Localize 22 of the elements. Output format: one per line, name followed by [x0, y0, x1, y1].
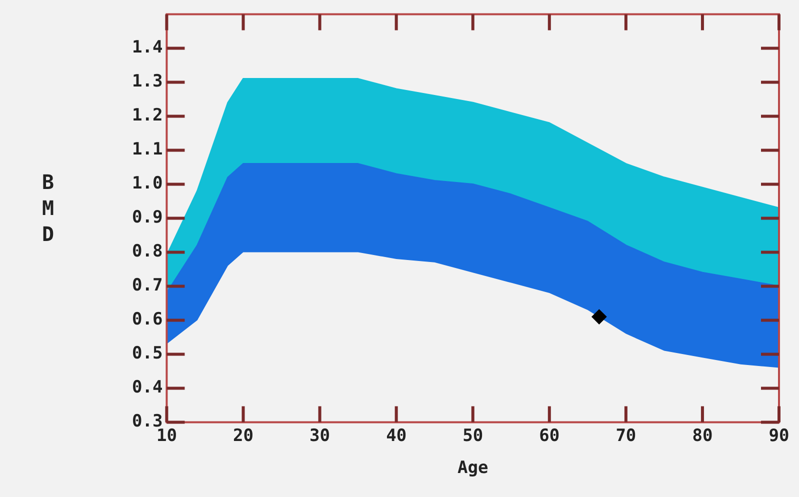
- x-tick-label: 90: [768, 426, 790, 446]
- x-tick-label: 70: [616, 426, 636, 446]
- x-tick-label: 30: [310, 426, 330, 446]
- y-tick-label: 0.9: [132, 208, 163, 228]
- x-tick-label: 10: [156, 426, 177, 446]
- x-tick-label: 50: [462, 426, 484, 446]
- y-tick-label: 1.4: [132, 38, 163, 58]
- y-tick-label: 0.8: [132, 242, 163, 262]
- x-axis-title: Age: [457, 458, 488, 478]
- y-tick-label: 1.1: [132, 140, 163, 160]
- y-tick-label: 1.3: [132, 72, 163, 92]
- x-tick-label: 60: [539, 426, 560, 446]
- y-axis-title: BMD: [36, 170, 60, 248]
- y-tick-label: 1.2: [132, 106, 163, 126]
- x-tick-label: 80: [692, 426, 713, 446]
- x-tick-label: 20: [233, 426, 254, 446]
- y-tick-label: 0.5: [132, 344, 163, 364]
- y-tick-label: 0.4: [132, 378, 163, 398]
- y-tick-label: 0.6: [132, 310, 163, 330]
- y-tick-label: 1.0: [132, 174, 163, 194]
- y-tick-label: 0.7: [132, 276, 163, 296]
- x-tick-label: 40: [386, 426, 407, 446]
